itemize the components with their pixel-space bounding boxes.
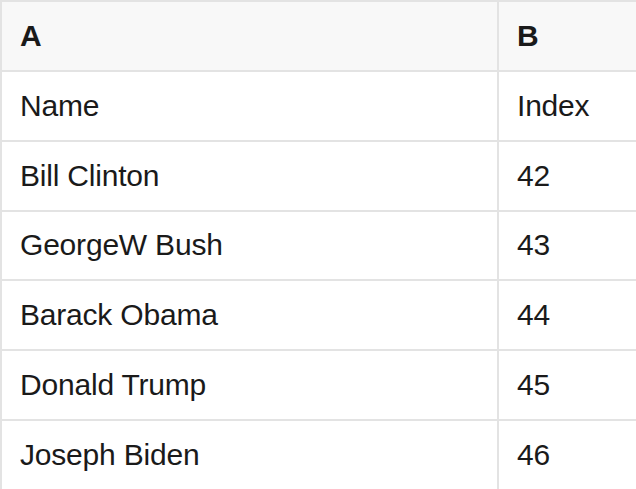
- table-row: NameIndex: [1, 71, 636, 141]
- table-row: Bill Clinton42: [1, 141, 636, 211]
- column-header-a[interactable]: A: [1, 1, 498, 71]
- table-cell[interactable]: 46: [498, 420, 636, 489]
- table-row: Joseph Biden46: [1, 420, 636, 489]
- table-cell[interactable]: Name: [1, 71, 498, 141]
- table-cell[interactable]: 45: [498, 350, 636, 420]
- table-cell[interactable]: Barack Obama: [1, 280, 498, 350]
- table-cell[interactable]: Bill Clinton: [1, 141, 498, 211]
- table-cell[interactable]: Donald Trump: [1, 350, 498, 420]
- column-header-b[interactable]: B: [498, 1, 636, 71]
- column-header-row: A B: [1, 1, 636, 71]
- table-cell[interactable]: Joseph Biden: [1, 420, 498, 489]
- spreadsheet-table: A B NameIndexBill Clinton42GeorgeW Bush4…: [0, 0, 636, 489]
- table-cell[interactable]: GeorgeW Bush: [1, 211, 498, 281]
- table-cell[interactable]: 42: [498, 141, 636, 211]
- table-row: Barack Obama44: [1, 280, 636, 350]
- table-cell[interactable]: 43: [498, 211, 636, 281]
- table-cell[interactable]: 44: [498, 280, 636, 350]
- table-row: Donald Trump45: [1, 350, 636, 420]
- table-cell[interactable]: Index: [498, 71, 636, 141]
- table-row: GeorgeW Bush43: [1, 211, 636, 281]
